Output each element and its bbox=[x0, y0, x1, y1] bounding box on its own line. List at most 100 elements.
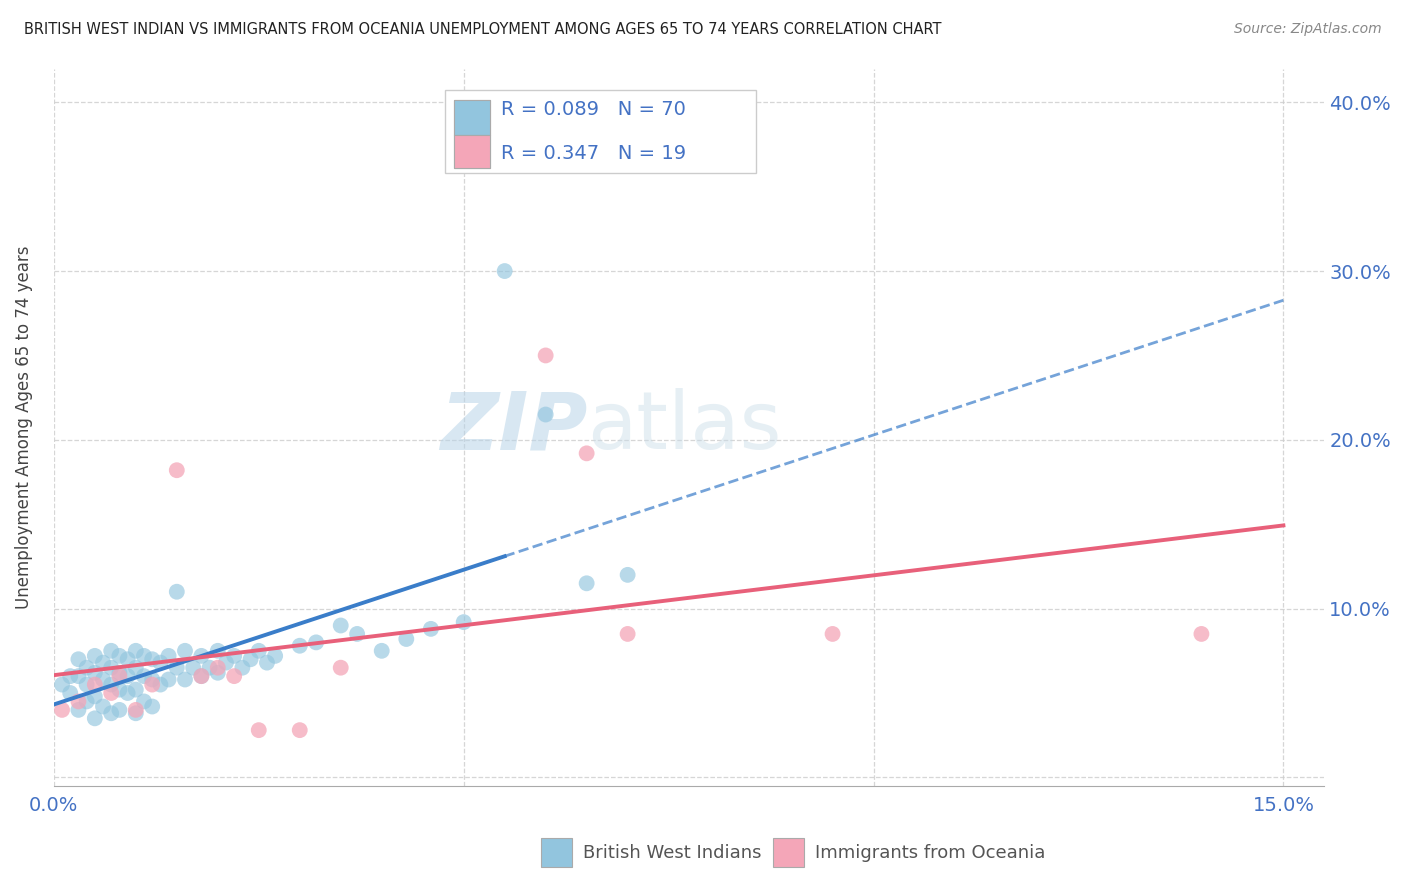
Point bbox=[108, 648, 131, 663]
Point bbox=[125, 703, 148, 717]
Point bbox=[453, 615, 475, 629]
Point bbox=[67, 669, 90, 683]
Point bbox=[100, 686, 122, 700]
Point bbox=[419, 622, 441, 636]
Point bbox=[198, 661, 221, 675]
Text: atlas: atlas bbox=[588, 388, 782, 467]
Point bbox=[231, 661, 253, 675]
Point bbox=[108, 669, 131, 683]
Point bbox=[247, 723, 270, 738]
Point bbox=[190, 669, 212, 683]
Point bbox=[215, 656, 238, 670]
Text: BRITISH WEST INDIAN VS IMMIGRANTS FROM OCEANIA UNEMPLOYMENT AMONG AGES 65 TO 74 : BRITISH WEST INDIAN VS IMMIGRANTS FROM O… bbox=[24, 22, 942, 37]
Text: Immigrants from Oceania: Immigrants from Oceania bbox=[815, 844, 1046, 862]
Text: R = 0.347   N = 19: R = 0.347 N = 19 bbox=[501, 144, 686, 162]
Point bbox=[329, 661, 352, 675]
Point bbox=[370, 644, 392, 658]
Point bbox=[91, 656, 114, 670]
Text: Source: ZipAtlas.com: Source: ZipAtlas.com bbox=[1234, 22, 1382, 37]
Point bbox=[141, 673, 163, 687]
Point bbox=[149, 656, 172, 670]
Point bbox=[157, 648, 180, 663]
Point bbox=[157, 673, 180, 687]
Point bbox=[51, 703, 73, 717]
Point bbox=[575, 446, 598, 460]
Point bbox=[67, 694, 90, 708]
Point bbox=[100, 661, 122, 675]
Point bbox=[83, 648, 105, 663]
Point bbox=[494, 264, 516, 278]
Point bbox=[132, 694, 155, 708]
Point bbox=[141, 652, 163, 666]
Point bbox=[264, 648, 287, 663]
Point bbox=[125, 682, 148, 697]
Text: ZIP: ZIP bbox=[440, 388, 588, 467]
Y-axis label: Unemployment Among Ages 65 to 74 years: Unemployment Among Ages 65 to 74 years bbox=[15, 245, 32, 609]
Point bbox=[575, 576, 598, 591]
Point bbox=[59, 686, 82, 700]
Point bbox=[91, 699, 114, 714]
Point bbox=[149, 677, 172, 691]
Point bbox=[395, 632, 418, 646]
Point bbox=[224, 648, 246, 663]
Point bbox=[117, 686, 139, 700]
Point bbox=[329, 618, 352, 632]
Point bbox=[181, 661, 204, 675]
Point bbox=[125, 644, 148, 658]
Point bbox=[616, 627, 638, 641]
Point bbox=[67, 652, 90, 666]
Point bbox=[83, 665, 105, 680]
Point bbox=[83, 677, 105, 691]
Point bbox=[346, 627, 368, 641]
Point bbox=[166, 463, 188, 477]
Point bbox=[100, 677, 122, 691]
Point bbox=[288, 723, 311, 738]
Text: R = 0.089   N = 70: R = 0.089 N = 70 bbox=[501, 100, 686, 119]
Point bbox=[125, 661, 148, 675]
Point bbox=[616, 567, 638, 582]
Point bbox=[207, 644, 229, 658]
FancyBboxPatch shape bbox=[454, 100, 489, 135]
Point bbox=[117, 652, 139, 666]
Point bbox=[76, 661, 98, 675]
Point bbox=[1191, 627, 1213, 641]
Point bbox=[125, 706, 148, 721]
Point bbox=[108, 682, 131, 697]
Point bbox=[239, 652, 262, 666]
Point bbox=[100, 644, 122, 658]
Point bbox=[51, 677, 73, 691]
Point bbox=[76, 677, 98, 691]
Point bbox=[132, 669, 155, 683]
Point bbox=[207, 665, 229, 680]
Text: British West Indians: British West Indians bbox=[583, 844, 762, 862]
Point bbox=[100, 706, 122, 721]
Point bbox=[166, 661, 188, 675]
Point bbox=[141, 699, 163, 714]
Point bbox=[174, 644, 197, 658]
Point bbox=[305, 635, 328, 649]
Point bbox=[247, 644, 270, 658]
Point bbox=[534, 408, 557, 422]
Point bbox=[108, 665, 131, 680]
Point bbox=[166, 584, 188, 599]
Point bbox=[83, 690, 105, 704]
Point bbox=[224, 669, 246, 683]
Point bbox=[117, 669, 139, 683]
Point bbox=[83, 711, 105, 725]
Point bbox=[59, 669, 82, 683]
Point bbox=[207, 661, 229, 675]
Point bbox=[76, 694, 98, 708]
Point bbox=[256, 656, 278, 670]
Point bbox=[141, 677, 163, 691]
Point bbox=[534, 348, 557, 362]
Point bbox=[288, 639, 311, 653]
Point bbox=[132, 648, 155, 663]
Point bbox=[190, 669, 212, 683]
Point bbox=[67, 703, 90, 717]
Point bbox=[821, 627, 844, 641]
FancyBboxPatch shape bbox=[446, 90, 756, 172]
Point bbox=[91, 673, 114, 687]
Point bbox=[174, 673, 197, 687]
Point bbox=[108, 703, 131, 717]
FancyBboxPatch shape bbox=[454, 135, 489, 168]
